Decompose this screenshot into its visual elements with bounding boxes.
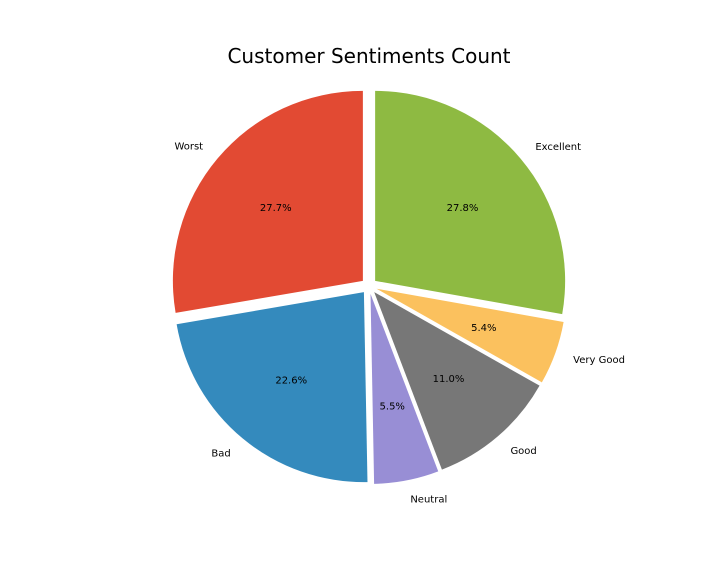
pie-slice-very-good bbox=[376, 288, 564, 383]
pie-slice-excellent bbox=[375, 90, 566, 315]
pie-category-label-good: Good bbox=[510, 446, 536, 457]
chart-title: Customer Sentiments Count bbox=[227, 44, 510, 68]
pie-category-label-bad: Bad bbox=[211, 449, 230, 460]
pie-labels: 27.8% Excellent 5.4% Very Good 11.0% Good 5.5%… bbox=[174, 142, 624, 506]
pie-category-label-very-good: Very Good bbox=[573, 355, 625, 366]
pie-pct-label-worst: 27.7% bbox=[260, 203, 292, 214]
pie-pct-label-neutral: 5.5% bbox=[380, 401, 405, 412]
pie-category-label-neutral: Neutral bbox=[410, 495, 447, 506]
pie-pct-label-very-good: 5.4% bbox=[471, 323, 496, 334]
pie-pct-label-good: 11.0% bbox=[433, 374, 465, 385]
pie-category-label-excellent: Excellent bbox=[535, 142, 581, 153]
pie-slices bbox=[172, 90, 566, 484]
pie-slice-neutral bbox=[370, 293, 439, 484]
pie-slice-good bbox=[374, 292, 540, 470]
pie-pct-label-bad: 22.6% bbox=[275, 376, 307, 387]
pie-pct-label-excellent: 27.8% bbox=[447, 203, 479, 214]
pie-slice-worst bbox=[172, 90, 363, 313]
pie-slice-bad bbox=[176, 292, 368, 483]
pie-category-label-worst: Worst bbox=[174, 142, 203, 153]
